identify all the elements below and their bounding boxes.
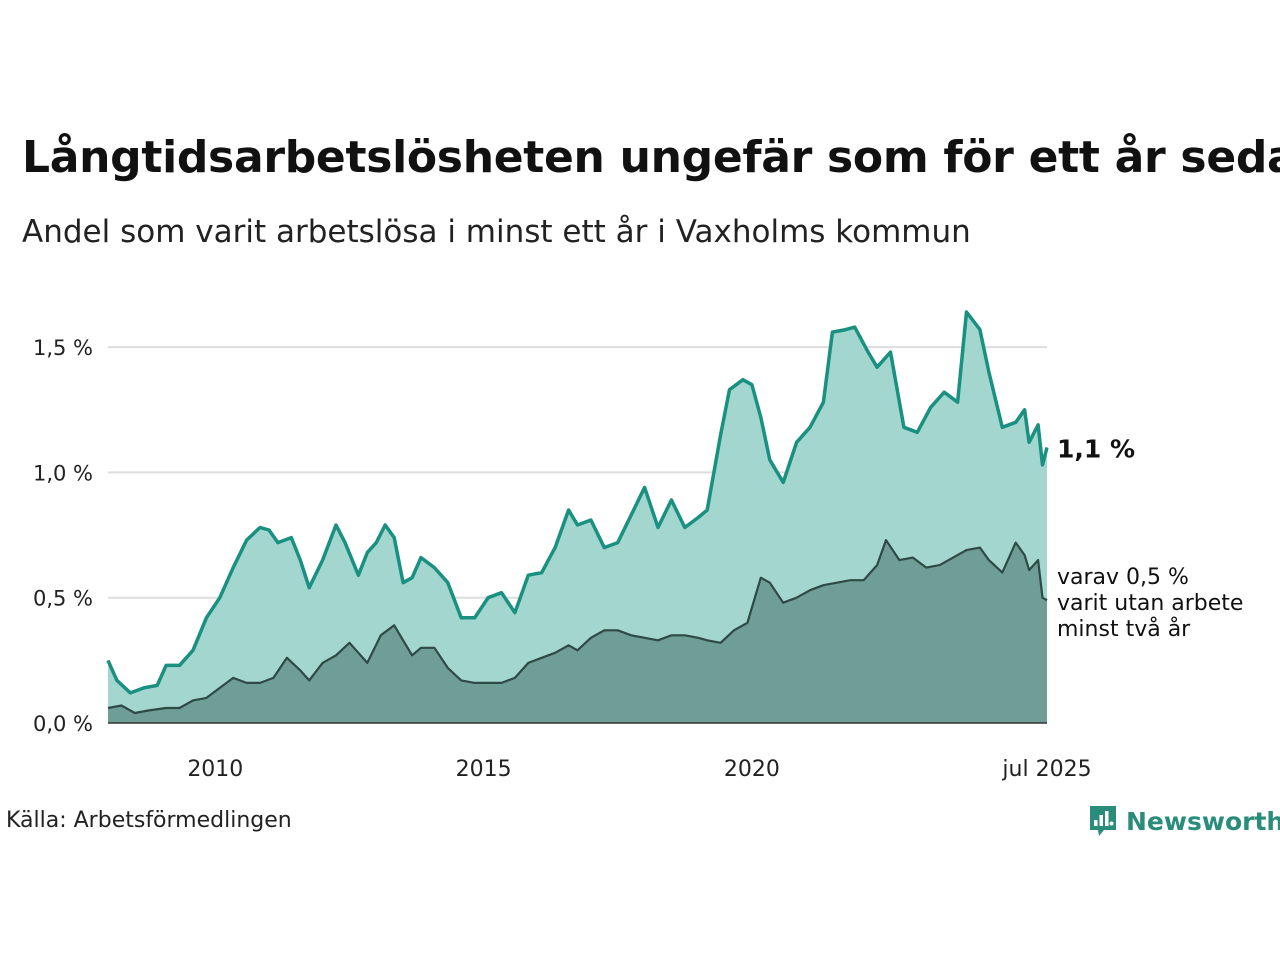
chart-title: Långtidsarbetslösheten ungefär som för e… <box>22 132 1280 183</box>
chart: 0,0 % 0,5 % 1,0 % 1,5 % 2010 2015 2020 jul 2025… <box>33 310 1243 782</box>
y-tick-label: 0,5 % <box>33 587 93 611</box>
end-label-sub-line: minst två år <box>1057 616 1191 642</box>
area-sub <box>108 540 1047 723</box>
y-tick-label: 1,0 % <box>33 461 93 485</box>
brand-name: Newsworthy <box>1126 806 1280 836</box>
axis-layer: 0,0 % 0,5 % 1,0 % 1,5 % 2010 2015 2020 jul 2025 <box>33 336 1092 782</box>
end-label-sub-line: varav 0,5 % <box>1057 565 1189 590</box>
chart-subtitle: Andel som varit arbetslösa i minst ett å… <box>22 214 971 250</box>
x-tick-label: 2020 <box>724 757 780 782</box>
source-note: Källa: Arbetsförmedlingen <box>6 808 292 833</box>
end-label-sub-line: varit utan arbete <box>1057 591 1243 616</box>
x-tick-label: 2010 <box>187 757 243 782</box>
x-tick-label: 2015 <box>456 757 512 782</box>
x-tick-label: jul 2025 <box>1001 757 1091 782</box>
line-total <box>106 310 1049 695</box>
area-layer <box>106 310 1049 723</box>
y-tick-label: 1,5 % <box>33 336 93 360</box>
newsworthy-logo-icon <box>1090 806 1116 836</box>
line-sub <box>107 539 1048 715</box>
brand-logo[interactable]: Newsworthy <box>1088 804 1280 838</box>
end-label-total: 1,1 % <box>1057 434 1135 463</box>
y-tick-label: 0,0 % <box>33 712 93 736</box>
